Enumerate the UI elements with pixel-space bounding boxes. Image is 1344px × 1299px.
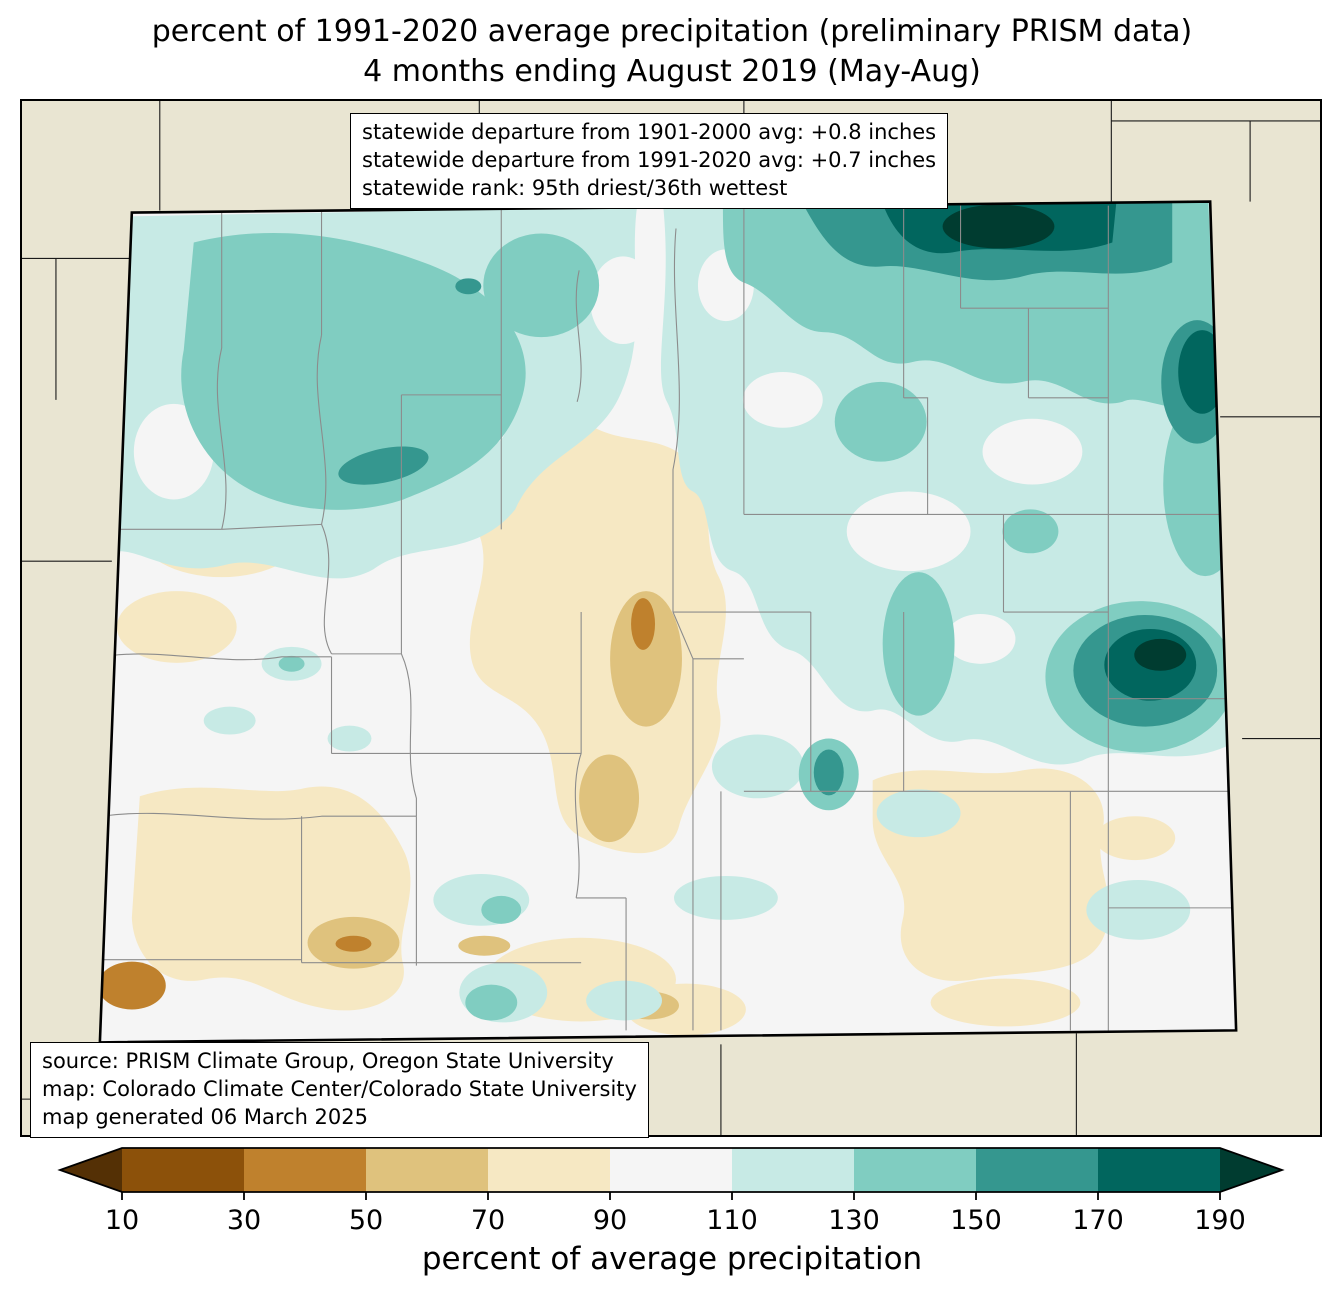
colorbar-tick-label: 50: [349, 1205, 383, 1236]
colorbar-segment: [610, 1148, 732, 1193]
stats-line-departure-1901: statewide departure from 1901-2000 avg: …: [362, 120, 937, 145]
source-line: source: PRISM Climate Group, Oregon Stat…: [42, 1049, 614, 1074]
colorbar-tick-labels: 10 30 50 70 90 110 130 150 170 190: [105, 1205, 1246, 1236]
contour-region-30-50: [99, 323, 656, 1010]
colorbar-tick-label: 130: [828, 1205, 880, 1236]
title-line-1: percent of 1991-2020 average precipitati…: [151, 14, 1193, 49]
colorbar-segment: [366, 1148, 488, 1193]
map-generated-line: map generated 06 March 2025: [42, 1105, 369, 1130]
colorbar-arrow-under: [60, 1148, 122, 1193]
colorado-precipitation-map: [22, 101, 1320, 1136]
title-line-2: 4 months ending August 2019 (May-Aug): [363, 53, 981, 89]
colorbar-tick-label: 190: [1194, 1205, 1246, 1236]
colorbar-segment: [488, 1148, 610, 1193]
page-title: percent of 1991-2020 average precipitati…: [0, 0, 1344, 91]
map-frame: statewide departure from 1901-2000 avg: …: [20, 99, 1322, 1138]
colorbar-tick-label: 70: [471, 1205, 505, 1236]
colorbar: 10 30 50 70 90 110 130 150 170 190 perce…: [42, 1145, 1302, 1277]
colorbar-tick-label: 170: [1072, 1205, 1124, 1236]
colorbar-tick-label: 30: [227, 1205, 261, 1236]
source-attribution-box: source: PRISM Climate Group, Oregon Stat…: [30, 1042, 649, 1138]
colorbar-segment: [732, 1148, 854, 1193]
colorbar-tick-label: 150: [950, 1205, 1002, 1236]
colorbar-segment: [854, 1148, 976, 1193]
stats-line-rank: statewide rank: 95th driest/36th wettest: [362, 176, 788, 201]
colorbar-segment: [976, 1148, 1098, 1193]
map-credit-line: map: Colorado Climate Center/Colorado St…: [42, 1077, 637, 1102]
stats-line-departure-1991: statewide departure from 1991-2020 avg: …: [362, 148, 937, 173]
colorbar-segment: [122, 1148, 244, 1193]
statewide-stats-box: statewide departure from 1901-2000 avg: …: [350, 113, 949, 209]
colorbar-segment: [244, 1148, 366, 1193]
colorbar-tick-label: 10: [105, 1205, 139, 1236]
contour-region-over-190: [942, 204, 1187, 671]
colorbar-arrow-over: [1220, 1148, 1282, 1193]
colorbar-tick-label: 110: [706, 1205, 758, 1236]
colorbar-segment: [1098, 1148, 1220, 1193]
colorbar-tick-marks: [121, 1192, 1221, 1201]
colorbar-axis-label: percent of average precipitation: [421, 1241, 923, 1278]
colorbar-svg: 10 30 50 70 90 110 130 150 170 190: [57, 1147, 1285, 1236]
county-boundary-lines: [101, 205, 1237, 1031]
colorbar-tick-label: 90: [593, 1205, 627, 1236]
